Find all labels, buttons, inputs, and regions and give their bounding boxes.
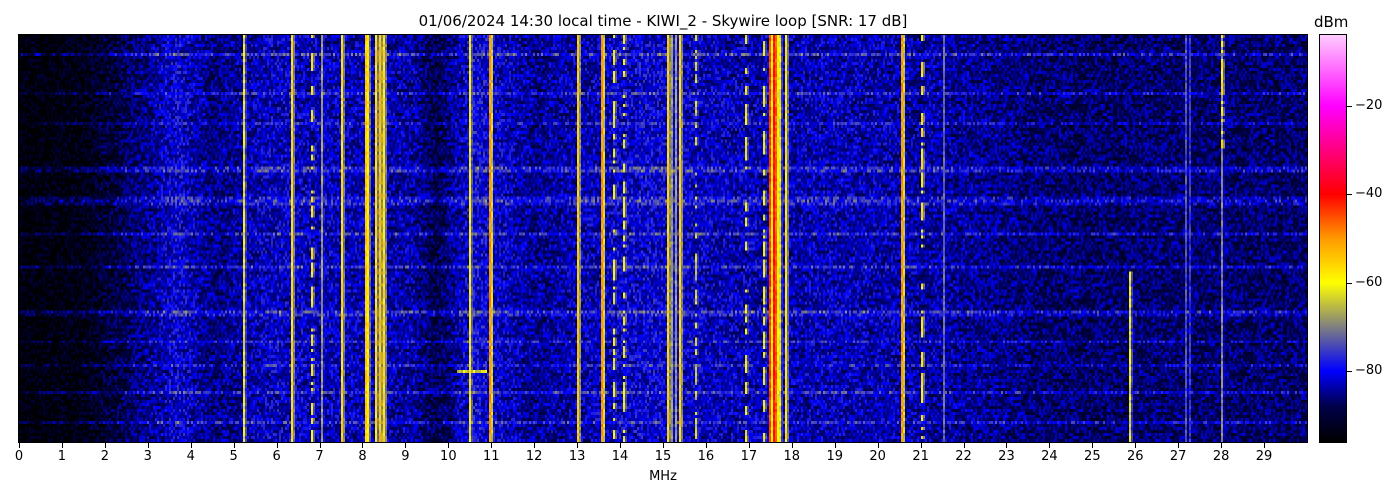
x-tick-label: 26: [1126, 449, 1144, 464]
spectrogram-heatmap: [19, 35, 1307, 442]
x-tick-label: 10: [440, 449, 457, 464]
x-tick-label: 16: [697, 449, 715, 464]
x-tick-label: 21: [912, 449, 929, 464]
x-tick-label: 15: [654, 449, 672, 464]
x-tick-mark: [834, 443, 836, 448]
x-tick-label: 8: [358, 449, 367, 464]
x-tick-mark: [1092, 443, 1094, 448]
x-tick-label: 25: [1084, 449, 1101, 464]
colorbar-tick-label: −20: [1355, 97, 1383, 113]
x-tick-label: 23: [998, 449, 1015, 464]
x-tick-mark: [147, 443, 149, 448]
colorbar-tick-label: −80: [1355, 363, 1383, 379]
x-tick-mark: [319, 443, 321, 448]
colorbar-tick-label: −60: [1355, 274, 1383, 290]
x-tick-label: 14: [611, 449, 629, 464]
x-tick-mark: [791, 443, 793, 448]
x-tick-mark: [448, 443, 450, 448]
x-tick-mark: [705, 443, 707, 448]
x-tick-mark: [104, 443, 106, 448]
x-tick-label: 17: [740, 449, 758, 464]
colorbar-tick-label: −40: [1355, 186, 1383, 202]
x-tick-mark: [1135, 443, 1137, 448]
x-tick-mark: [920, 443, 922, 448]
x-tick-label: 24: [1041, 449, 1058, 464]
x-tick-mark: [1178, 443, 1180, 448]
x-tick-label: 28: [1212, 449, 1230, 464]
x-tick-label: 6: [272, 449, 281, 464]
x-tick-label: 9: [401, 449, 410, 464]
x-tick-label: 22: [955, 449, 972, 464]
x-tick-mark: [19, 443, 20, 448]
colorbar-tick-mark: [1347, 371, 1352, 373]
x-tick-mark: [577, 443, 579, 448]
x-tick-label: 13: [568, 449, 586, 464]
x-tick-mark: [1006, 443, 1008, 448]
x-tick-mark: [190, 443, 192, 448]
x-tick-mark: [276, 443, 278, 448]
colorbar-label: dBm: [1314, 13, 1349, 31]
x-tick-label: 0: [14, 449, 24, 464]
x-tick-label: 7: [315, 449, 324, 464]
x-tick-mark: [534, 443, 536, 448]
colorbar-tick-mark: [1347, 194, 1352, 196]
x-tick-mark: [1264, 443, 1266, 448]
x-tick-mark: [620, 443, 622, 448]
colorbar-gradient: [1320, 35, 1346, 442]
x-tick-mark: [748, 443, 750, 448]
x-tick-label: 5: [229, 449, 238, 464]
x-tick-label: 29: [1255, 449, 1273, 464]
x-tick-label: 20: [869, 449, 886, 464]
x-tick-mark: [233, 443, 235, 448]
x-tick-label: 4: [186, 449, 195, 464]
x-tick-mark: [1221, 443, 1223, 448]
x-axis-label: MHz: [649, 469, 677, 484]
x-tick-mark: [1049, 443, 1051, 448]
x-tick-mark: [405, 443, 407, 448]
chart-title: 01/06/2024 14:30 local time - KIWI_2 - S…: [418, 12, 908, 30]
colorbar-tick-mark: [1347, 105, 1352, 107]
x-tick-label: 2: [100, 449, 109, 464]
colorbar-tick-mark: [1347, 282, 1352, 284]
colorbar: [1319, 34, 1347, 443]
x-tick-label: 19: [826, 449, 843, 464]
x-tick-mark: [61, 443, 63, 448]
x-tick-mark: [491, 443, 493, 448]
x-tick-label: 12: [525, 449, 543, 464]
waterfall-plot: [18, 34, 1308, 443]
x-tick-label: 18: [783, 449, 801, 464]
x-tick-mark: [877, 443, 879, 448]
x-tick-label: 27: [1169, 449, 1187, 464]
x-tick-label: 11: [482, 449, 500, 464]
x-tick-label: 3: [143, 449, 152, 464]
x-tick-mark: [963, 443, 965, 448]
x-tick-mark: [663, 443, 664, 448]
x-tick-mark: [362, 443, 364, 448]
x-tick-label: 1: [57, 449, 67, 464]
